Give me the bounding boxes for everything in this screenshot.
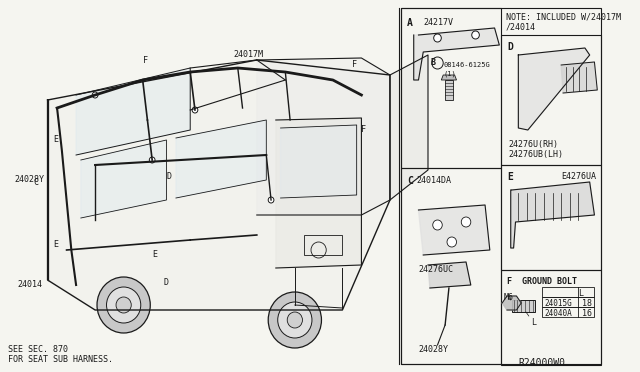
Bar [512,300,536,312]
Bar [445,80,452,100]
Text: F: F [362,125,367,134]
Circle shape [268,197,274,203]
Text: E: E [152,250,157,259]
Text: D: D [507,42,513,52]
Text: 24028Y: 24028Y [419,345,449,354]
Circle shape [278,302,312,338]
Text: E: E [53,135,58,144]
Bar [401,168,501,364]
Circle shape [472,31,479,39]
Text: E: E [53,240,58,249]
Text: B: B [431,58,436,67]
Polygon shape [413,28,499,80]
Polygon shape [511,182,595,248]
Polygon shape [280,125,356,198]
Polygon shape [390,55,428,200]
Text: 24014DA: 24014DA [417,176,452,185]
Circle shape [116,297,131,313]
Bar [305,235,342,255]
Text: NOTE: INCLUDED W/24017M
/24014: NOTE: INCLUDED W/24017M /24014 [506,12,621,31]
Text: F: F [143,56,148,65]
Text: 24015G: 24015G [544,299,572,308]
Text: 24276UB(LH): 24276UB(LH) [509,150,564,159]
Text: F  GROUND BOLT: F GROUND BOLT [507,277,577,286]
Text: 24276U(RH): 24276U(RH) [509,140,559,149]
Bar [401,8,601,364]
Polygon shape [257,58,390,215]
Polygon shape [518,48,589,130]
Polygon shape [561,62,597,93]
Text: A: A [407,18,413,28]
Circle shape [447,237,456,247]
Text: E4276UA: E4276UA [561,172,596,181]
Circle shape [268,292,321,348]
Text: 24017M: 24017M [233,50,263,59]
Circle shape [106,287,141,323]
Polygon shape [419,205,490,255]
Text: 08146-6125G: 08146-6125G [444,62,490,68]
Text: 24014: 24014 [17,280,42,289]
Polygon shape [76,68,190,155]
Polygon shape [428,262,471,288]
Text: 24040A: 24040A [544,309,572,318]
Text: C: C [407,176,413,186]
Text: 24217V: 24217V [423,18,453,27]
Circle shape [92,92,98,98]
Circle shape [192,107,198,113]
Text: D: D [164,278,168,287]
Circle shape [433,220,442,230]
Text: L: L [578,289,582,298]
Polygon shape [276,118,362,268]
Text: 24028Y: 24028Y [14,175,44,184]
Bar [542,307,595,317]
Text: SEE SEC. 870
FOR SEAT SUB HARNESS.: SEE SEC. 870 FOR SEAT SUB HARNESS. [8,345,113,365]
Polygon shape [47,60,390,310]
Circle shape [149,157,155,163]
Bar [401,8,501,168]
Text: 24276UC: 24276UC [419,265,454,274]
Text: D: D [166,172,172,181]
Text: L: L [531,318,536,327]
Bar [542,297,595,307]
Text: R24000W0: R24000W0 [518,358,565,368]
Bar [501,35,601,165]
Polygon shape [176,120,266,198]
Text: F: F [352,60,357,69]
Polygon shape [81,140,166,218]
Bar [501,270,601,365]
Polygon shape [502,296,521,310]
Circle shape [461,217,471,227]
Text: M6: M6 [504,293,514,302]
Text: (1): (1) [444,70,456,77]
Circle shape [434,34,442,42]
Text: 18: 18 [582,299,592,308]
Bar [542,287,595,297]
Text: 16: 16 [582,309,592,318]
Circle shape [287,312,303,328]
Text: C: C [33,178,38,187]
Polygon shape [442,75,456,80]
Circle shape [97,277,150,333]
Text: E: E [507,172,513,182]
Bar [501,165,601,270]
